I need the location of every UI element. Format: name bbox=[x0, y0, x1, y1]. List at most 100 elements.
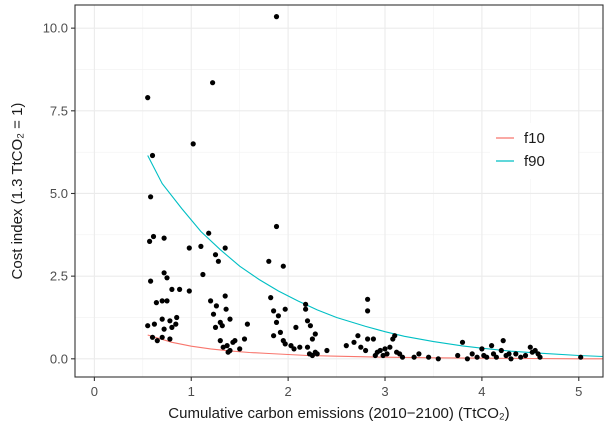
data-point bbox=[392, 333, 398, 339]
data-point bbox=[282, 341, 288, 347]
data-point bbox=[219, 323, 225, 329]
data-point bbox=[177, 286, 183, 292]
data-point bbox=[210, 311, 217, 317]
y-tick-label: 10.0 bbox=[43, 21, 68, 36]
data-point bbox=[149, 152, 156, 159]
data-point bbox=[312, 331, 318, 337]
legend-label-f10: f10 bbox=[524, 130, 545, 147]
data-point bbox=[268, 295, 274, 301]
data-point bbox=[167, 318, 173, 324]
data-point bbox=[169, 324, 175, 330]
data-point bbox=[365, 296, 371, 302]
data-point bbox=[489, 343, 495, 349]
data-point bbox=[314, 351, 320, 357]
data-point bbox=[277, 329, 283, 335]
legend-background bbox=[490, 123, 578, 179]
data-point bbox=[578, 354, 584, 360]
data-point bbox=[147, 238, 153, 244]
data-point bbox=[474, 354, 480, 360]
data-point bbox=[498, 347, 504, 354]
data-point bbox=[291, 346, 297, 352]
legend-label-f90: f90 bbox=[524, 153, 545, 170]
data-point bbox=[271, 333, 277, 339]
y-tick-label: 0.0 bbox=[50, 351, 68, 366]
data-point bbox=[506, 351, 512, 357]
data-points bbox=[145, 14, 584, 362]
y-tick-label: 7.5 bbox=[50, 103, 68, 118]
plot-panel bbox=[75, 5, 603, 377]
data-point bbox=[213, 303, 219, 309]
data-point bbox=[518, 354, 524, 360]
data-point bbox=[161, 270, 167, 276]
data-point bbox=[149, 334, 156, 340]
data-point bbox=[206, 230, 212, 236]
data-point bbox=[282, 306, 288, 312]
data-point bbox=[293, 324, 299, 330]
data-point bbox=[459, 339, 466, 345]
data-point bbox=[150, 233, 157, 240]
data-point bbox=[324, 347, 330, 354]
y-tick-label: 5.0 bbox=[50, 186, 68, 201]
data-point bbox=[198, 243, 204, 249]
data-point bbox=[382, 346, 388, 352]
x-tick-label: 4 bbox=[478, 384, 485, 399]
data-point bbox=[244, 321, 250, 327]
plot-background bbox=[75, 5, 603, 377]
x-axis-ticks: 0 1 2 3 4 5 bbox=[91, 377, 582, 399]
data-point bbox=[469, 351, 475, 357]
data-point bbox=[297, 344, 303, 350]
data-point bbox=[370, 336, 376, 342]
data-point bbox=[303, 301, 309, 307]
data-point bbox=[493, 354, 499, 360]
data-point bbox=[164, 275, 170, 281]
data-point bbox=[159, 334, 165, 340]
data-point bbox=[508, 356, 514, 362]
data-point bbox=[145, 95, 151, 101]
x-tick-label: 1 bbox=[188, 384, 195, 399]
data-point bbox=[232, 338, 238, 344]
data-point bbox=[273, 319, 280, 325]
data-point bbox=[387, 344, 393, 350]
y-axis-ticks: 0.0 2.5 5.0 7.5 10.0 bbox=[43, 21, 75, 366]
data-point bbox=[210, 80, 216, 86]
data-point bbox=[200, 271, 206, 278]
data-point bbox=[411, 354, 417, 360]
data-point bbox=[215, 258, 221, 264]
data-point bbox=[288, 343, 294, 349]
data-point bbox=[484, 354, 490, 360]
data-point bbox=[399, 354, 406, 360]
data-point bbox=[145, 323, 151, 329]
data-point bbox=[532, 347, 538, 354]
data-point bbox=[154, 338, 160, 344]
data-point bbox=[275, 313, 281, 319]
data-point bbox=[227, 316, 233, 322]
data-point bbox=[159, 316, 165, 322]
data-point bbox=[186, 245, 192, 251]
data-point bbox=[309, 352, 315, 359]
data-point bbox=[522, 352, 529, 359]
y-axis-title: Cost index (1.3 TtCO₂ = 1) bbox=[9, 103, 26, 280]
data-point bbox=[223, 306, 229, 312]
data-point bbox=[225, 349, 231, 355]
data-point bbox=[307, 323, 313, 329]
data-point bbox=[377, 347, 383, 354]
data-point bbox=[479, 346, 485, 352]
x-tick-label: 2 bbox=[285, 384, 292, 399]
data-point bbox=[148, 194, 154, 200]
data-point bbox=[365, 336, 371, 342]
data-point bbox=[148, 278, 154, 284]
data-point bbox=[161, 235, 167, 241]
data-point bbox=[500, 338, 506, 344]
data-point bbox=[363, 347, 369, 354]
data-point bbox=[273, 14, 280, 20]
y-tick-label: 2.5 bbox=[50, 269, 68, 284]
data-point bbox=[212, 324, 219, 330]
data-point bbox=[527, 344, 533, 350]
data-point bbox=[355, 333, 361, 339]
data-point bbox=[174, 314, 180, 321]
data-point bbox=[358, 344, 364, 350]
data-point bbox=[237, 346, 243, 352]
data-point bbox=[426, 354, 432, 360]
data-point bbox=[464, 356, 470, 362]
